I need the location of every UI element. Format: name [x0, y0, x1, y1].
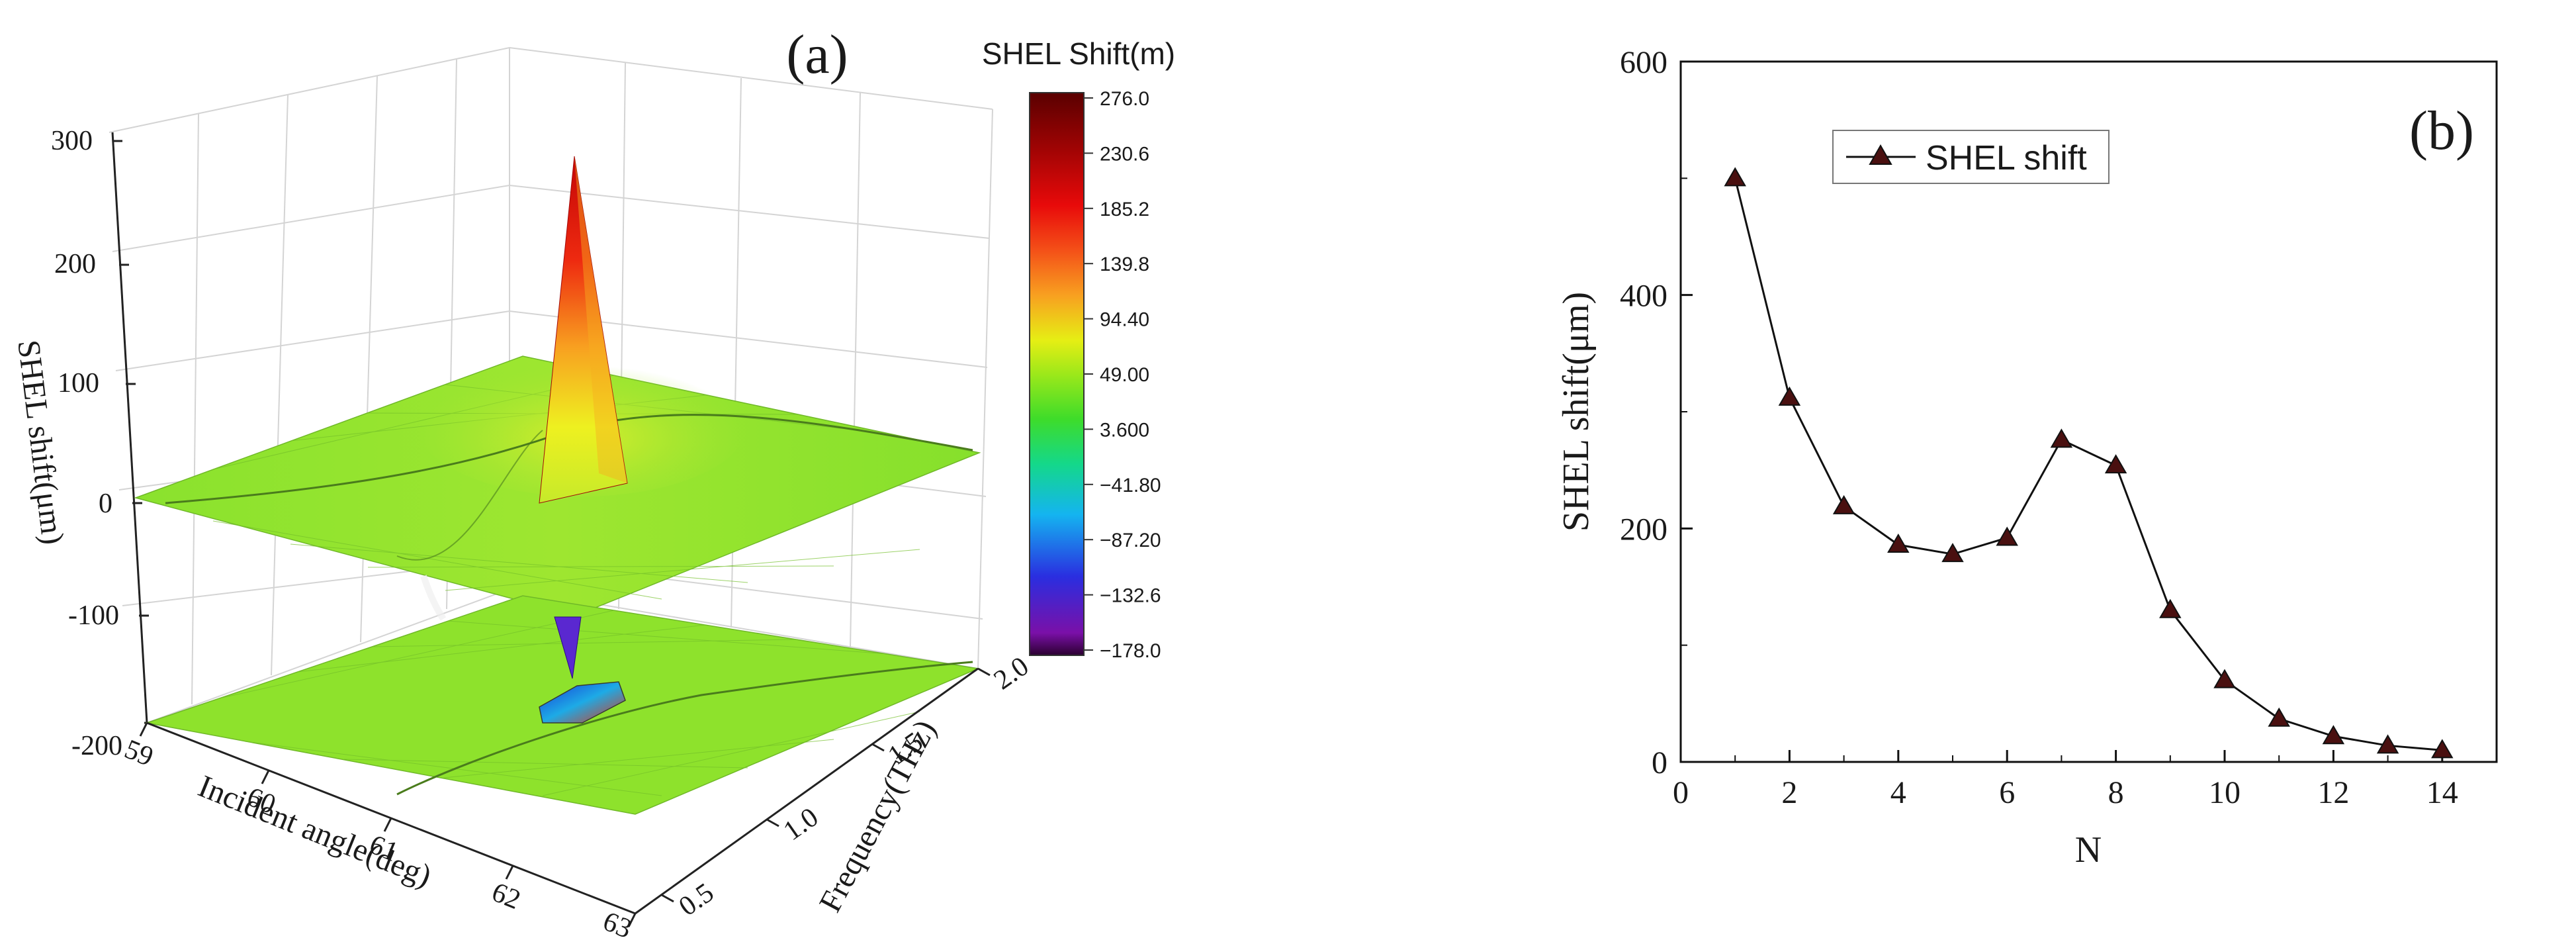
y-axis-title: Frequency(THz): [813, 714, 943, 917]
series-shel-shift: [1724, 167, 2454, 759]
z-tick-label: 0: [99, 489, 112, 519]
panel-label-b: (b): [2409, 100, 2474, 162]
colorbar-tick-label: 94.40: [1100, 309, 1149, 331]
data-point: [1832, 494, 1855, 514]
y-tick-label: 400: [1620, 279, 1667, 314]
x-tick-label: 2: [1781, 775, 1797, 810]
y-tick-label: 0.5: [674, 877, 719, 922]
data-point: [2159, 598, 2182, 618]
data-point: [2213, 669, 2236, 688]
z-axis: 300 200 100 0 -100 -200 SHEL shift(μm): [11, 126, 154, 761]
surface-dip: [554, 616, 582, 679]
panel-label-a: (a): [786, 24, 848, 85]
z-tick-label: 100: [58, 368, 99, 399]
data-point: [2268, 707, 2290, 727]
legend-marker-sample: [1869, 144, 1892, 165]
x-tick-label: 10: [2209, 775, 2241, 810]
legend: SHEL shift: [1832, 130, 2110, 184]
panel-b: 0 2 4 6 8 10 12 14 0 200 400 600 N SHEL shift(μm) (…: [1556, 45, 2498, 870]
y-tick-label: 200: [1620, 512, 1667, 547]
x-tick-label: 62: [488, 877, 525, 915]
colorbar-tick-label: −132.6: [1100, 585, 1161, 607]
colorbar: SHEL Shift(m) 276.0 230.6 185.2 139.8 94.40 4…: [982, 36, 1175, 662]
x-axis-title: N: [2075, 829, 2102, 870]
z-tick-label: 200: [54, 249, 96, 279]
colorbar-title: SHEL Shift(m): [982, 36, 1175, 71]
z-axis-line: [111, 132, 148, 724]
data-point: [1778, 386, 1801, 406]
z-tick-label: -200: [71, 731, 122, 761]
x-tick-label: 59: [120, 734, 157, 773]
x-tick-label: 12: [2317, 775, 2349, 810]
colorbar-tick-label: −178.0: [1100, 640, 1161, 662]
y-tick-label: 0: [1652, 745, 1667, 780]
data-point: [2431, 739, 2454, 759]
z-tick-label: -100: [68, 600, 119, 631]
colorbar-tick-label: 3.600: [1100, 419, 1149, 441]
legend-label: SHEL shift: [1926, 139, 2087, 177]
data-point: [1941, 543, 1964, 563]
data-point: [2376, 734, 2399, 754]
surface-peak: [539, 156, 628, 504]
y-axis-title: SHEL shift(μm): [1556, 292, 1597, 532]
z-tick-label: 300: [51, 126, 93, 156]
lower-surface: [145, 575, 980, 815]
data-point: [2050, 428, 2073, 448]
colorbar-gradient: [1029, 92, 1085, 656]
colorbar-ticks: 276.0 230.6 185.2 139.8 94.40 49.00 3.600 −41.8…: [1084, 88, 1161, 662]
colorbar-tick-label: 49.00: [1100, 364, 1149, 386]
upper-surface: [134, 156, 981, 616]
colorbar-tick-label: 276.0: [1100, 88, 1149, 110]
x-tick-label: 14: [2426, 775, 2458, 810]
x-axis-title: Incident angle(deg): [193, 769, 436, 894]
colorbar-tick-label: 185.2: [1100, 199, 1149, 220]
y-tick-label: 1.0: [778, 802, 824, 847]
y-tick-label: 600: [1620, 45, 1667, 80]
colorbar-tick-label: −87.20: [1100, 530, 1161, 551]
x-tick-label: 0: [1673, 775, 1689, 810]
data-point: [2104, 454, 2127, 474]
y-axis-line: [635, 667, 979, 915]
colorbar-tick-label: 230.6: [1100, 143, 1149, 165]
colorbar-tick-label: 139.8: [1100, 254, 1149, 275]
y-tick-label: 2.0: [989, 651, 1034, 696]
x-tick-label: 6: [1999, 775, 2015, 810]
data-point: [2322, 725, 2345, 745]
lower-ridge-line: [396, 661, 973, 796]
data-point: [1724, 167, 1746, 187]
axes-ticks: 0 2 4 6 8 10 12 14 0 200 400 600: [1620, 45, 2458, 810]
data-point: [1887, 534, 1910, 553]
series-line: [1734, 177, 2442, 751]
colorbar-tick-label: −41.80: [1100, 475, 1161, 496]
panel-a: 300 200 100 0 -100 -200 SHEL shift(μm): [11, 24, 1175, 938]
x-tick-label: 4: [1890, 775, 1906, 810]
x-tick-label: 8: [2108, 775, 2124, 810]
data-point: [1996, 526, 2018, 546]
